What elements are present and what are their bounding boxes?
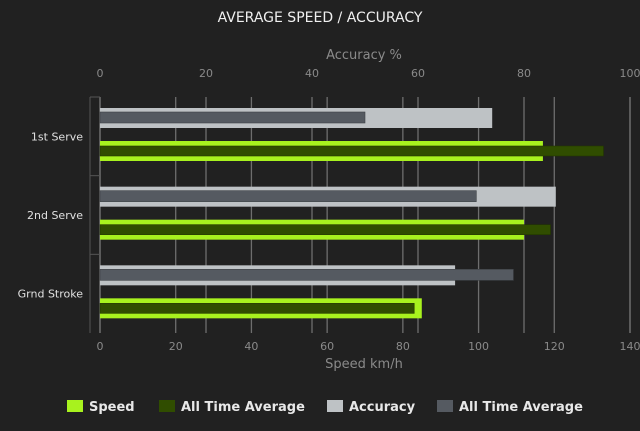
bar-accuracy-all-time-average <box>100 191 476 202</box>
legend-label: Accuracy <box>349 400 416 415</box>
legend-swatch <box>437 400 453 412</box>
bottom-tick-label: 20 <box>169 340 183 353</box>
legend-swatch <box>67 400 83 412</box>
chart-title: AVERAGE SPEED / ACCURACY <box>218 10 423 26</box>
category-label: 2nd Serve <box>27 209 83 222</box>
top-tick-label: 60 <box>411 67 425 80</box>
bottom-tick-label: 0 <box>97 340 104 353</box>
top-axis-label: Accuracy % <box>326 48 402 63</box>
legend-label: All Time Average <box>459 400 583 415</box>
bottom-axis-label: Speed km/h <box>325 357 403 372</box>
bar-accuracy-all-time-average <box>100 269 513 280</box>
top-tick-label: 20 <box>199 67 213 80</box>
category-label: 1st Serve <box>31 130 83 143</box>
top-tick-label: 40 <box>305 67 319 80</box>
legend-swatch <box>327 400 343 412</box>
bottom-tick-label: 120 <box>544 340 565 353</box>
legend-swatch <box>159 400 175 412</box>
bottom-tick-label: 60 <box>320 340 334 353</box>
bottom-tick-label: 100 <box>468 340 489 353</box>
legend-label: Speed <box>89 400 135 415</box>
legend-label: All Time Average <box>181 400 305 415</box>
category-label: Grnd Stroke <box>18 288 84 301</box>
bottom-tick-label: 40 <box>244 340 258 353</box>
bar-accuracy-all-time-average <box>100 112 365 123</box>
bar-speed-all-time-average <box>100 146 604 156</box>
bar-speed-all-time-average <box>100 225 551 235</box>
bottom-tick-label: 80 <box>396 340 410 353</box>
bottom-tick-label: 140 <box>620 340 640 353</box>
bar-speed-all-time-average <box>100 303 414 313</box>
top-tick-label: 100 <box>620 67 640 80</box>
top-tick-label: 80 <box>517 67 531 80</box>
top-tick-label: 0 <box>97 67 104 80</box>
